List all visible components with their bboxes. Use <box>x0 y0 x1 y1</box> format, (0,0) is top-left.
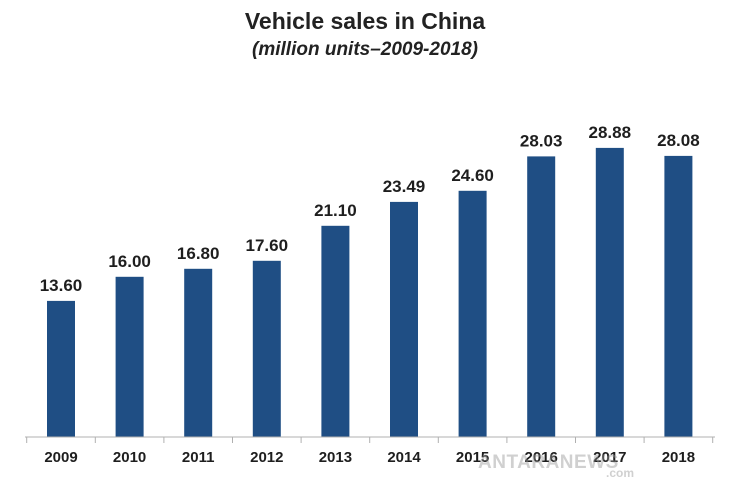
bar-2018 <box>664 155 693 437</box>
x-tick-label-2013: 2013 <box>319 449 352 466</box>
chart-title: Vehicle sales in China <box>244 8 486 34</box>
bar-2012 <box>252 260 281 437</box>
value-label-2014: 23.49 <box>383 177 426 196</box>
value-label-2009: 13.60 <box>40 276 83 295</box>
value-label-2017: 28.88 <box>589 123 632 142</box>
x-tick-label-2009: 2009 <box>44 449 77 466</box>
bar-2016 <box>527 156 556 437</box>
x-tick-label-2012: 2012 <box>250 449 283 466</box>
x-tick-label-2011: 2011 <box>182 449 215 466</box>
bar-2017 <box>595 147 624 437</box>
value-label-2010: 16.00 <box>108 252 151 271</box>
value-label-2011: 16.80 <box>177 244 220 263</box>
bar-2015 <box>458 190 487 437</box>
watermark-logo: ANTARANEWS <box>478 452 619 473</box>
value-label-2016: 28.03 <box>520 131 563 150</box>
bar-2011 <box>184 268 213 437</box>
bar-2013 <box>321 225 350 437</box>
x-tick-label-2017: 2017 <box>593 449 626 466</box>
value-label-2018: 28.08 <box>657 131 700 150</box>
bar-2009 <box>47 300 75 437</box>
value-label-2015: 24.60 <box>451 166 494 185</box>
x-tick-label-2014: 2014 <box>387 449 421 466</box>
x-tick-label-2018: 2018 <box>662 449 695 466</box>
x-tick-label-2016: 2016 <box>525 449 558 466</box>
watermark-domain: .com <box>606 466 635 480</box>
x-tick-label-2015: 2015 <box>456 449 489 466</box>
bar-2014 <box>390 201 418 437</box>
chart-subtitle: (million units–2009-2018) <box>252 39 478 60</box>
bar-2010 <box>115 276 144 437</box>
x-tick-label-2010: 2010 <box>113 449 146 466</box>
value-label-2012: 17.60 <box>246 236 289 255</box>
value-label-2013: 21.10 <box>314 201 357 220</box>
